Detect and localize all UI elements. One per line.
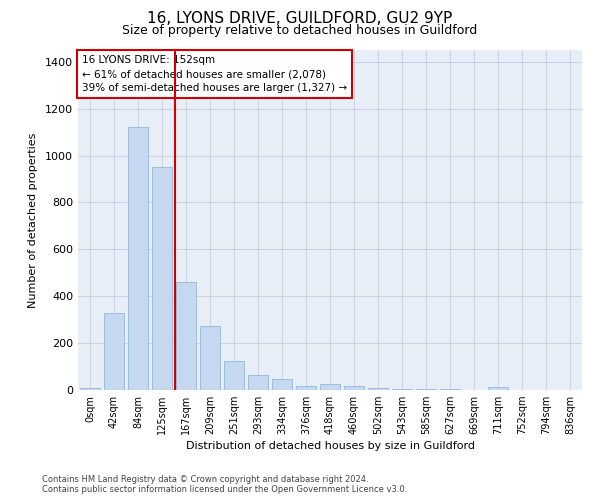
Bar xyxy=(128,128,148,390)
Bar xyxy=(488,386,508,390)
Bar xyxy=(104,313,124,390)
Bar xyxy=(200,326,220,390)
Bar xyxy=(296,386,316,390)
Bar xyxy=(320,384,340,390)
Text: 16 LYONS DRIVE: 152sqm
← 61% of detached houses are smaller (2,078)
39% of semi-: 16 LYONS DRIVE: 152sqm ← 61% of detached… xyxy=(82,55,347,93)
Bar xyxy=(248,376,268,390)
Bar xyxy=(224,360,244,390)
Bar xyxy=(272,379,292,390)
X-axis label: Distribution of detached houses by size in Guildford: Distribution of detached houses by size … xyxy=(185,442,475,452)
Bar xyxy=(176,282,196,390)
Bar xyxy=(392,389,412,390)
Y-axis label: Number of detached properties: Number of detached properties xyxy=(28,132,38,308)
Text: Size of property relative to detached houses in Guildford: Size of property relative to detached ho… xyxy=(122,24,478,37)
Bar xyxy=(368,388,388,390)
Text: Contains HM Land Registry data © Crown copyright and database right 2024.
Contai: Contains HM Land Registry data © Crown c… xyxy=(42,474,407,494)
Text: 16, LYONS DRIVE, GUILDFORD, GU2 9YP: 16, LYONS DRIVE, GUILDFORD, GU2 9YP xyxy=(148,11,452,26)
Bar xyxy=(344,386,364,390)
Bar xyxy=(152,167,172,390)
Bar xyxy=(80,388,100,390)
Bar xyxy=(416,389,436,390)
